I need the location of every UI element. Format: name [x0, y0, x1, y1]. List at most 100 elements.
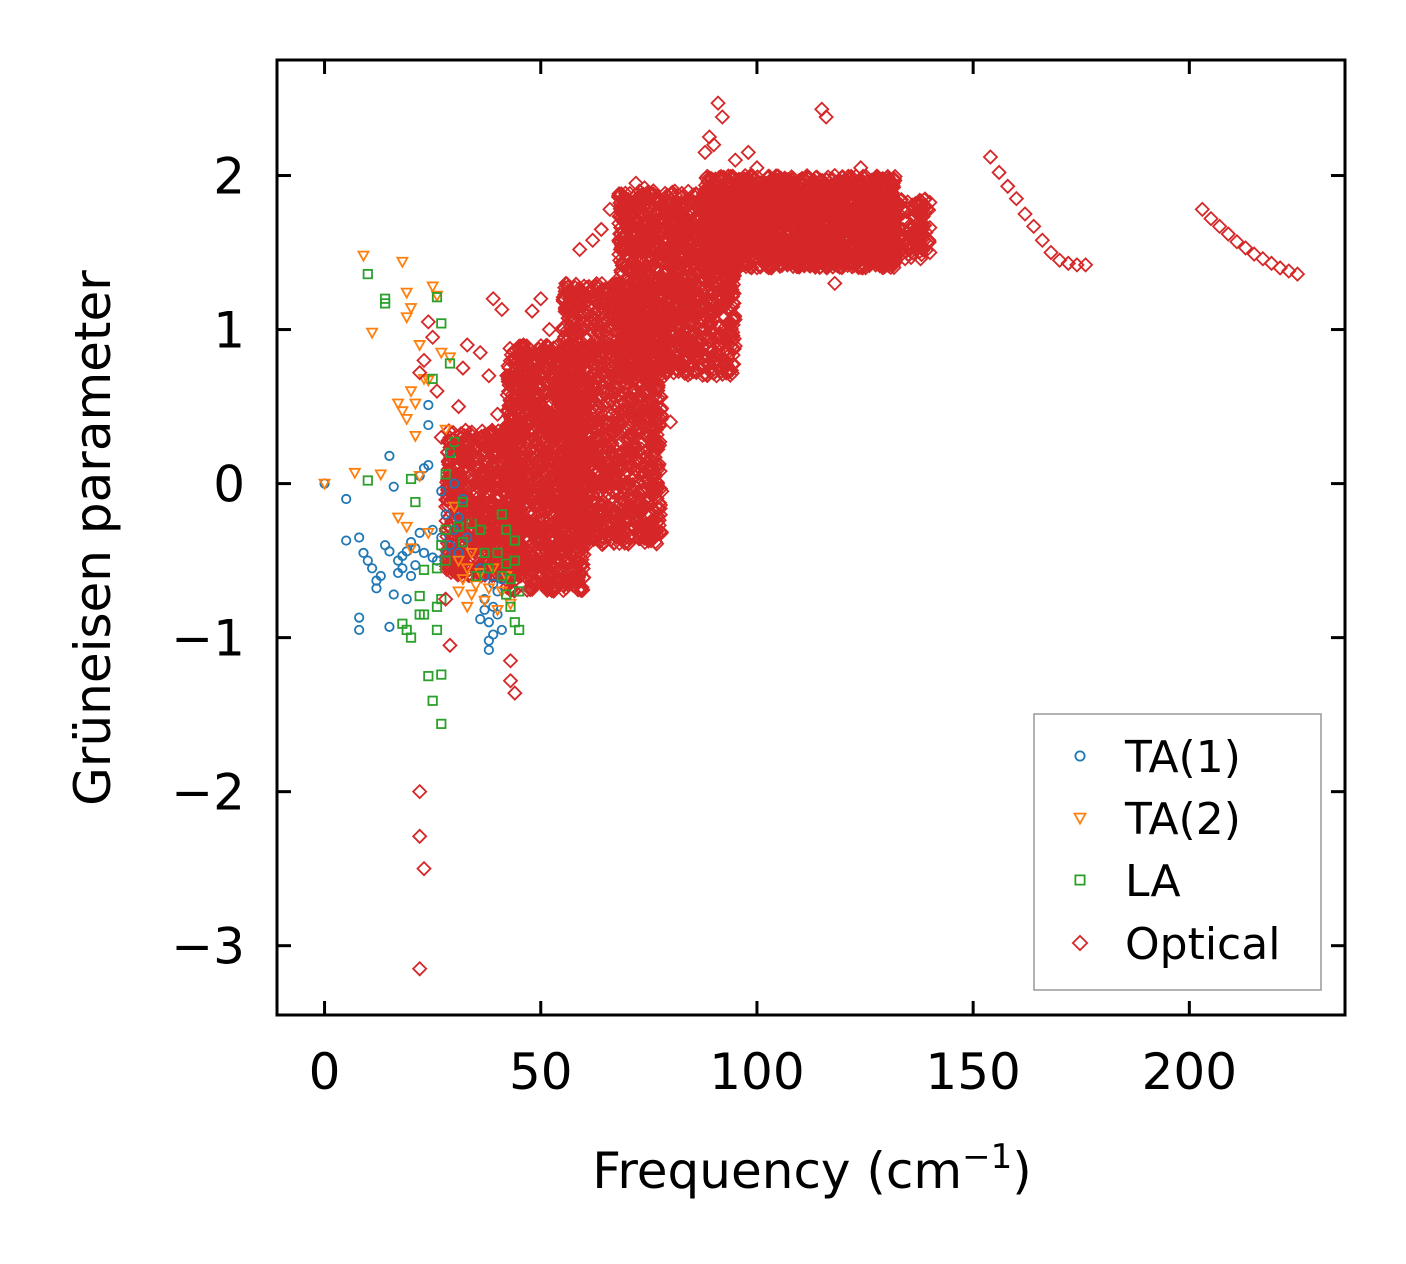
- data-point: [503, 507, 520, 524]
- data-point: [507, 524, 524, 540]
- y-tick-label: 2: [213, 148, 245, 206]
- data-point: [525, 408, 541, 425]
- data-point: [477, 437, 494, 453]
- data-point: [517, 450, 534, 467]
- data-point: [507, 361, 524, 378]
- data-point: [526, 351, 543, 367]
- data-point: [545, 583, 562, 599]
- data-point: [447, 466, 464, 482]
- data-point: [545, 497, 562, 513]
- axis-ticks: [277, 60, 1345, 1015]
- data-point: [533, 480, 550, 496]
- y-tick-label: −1: [171, 610, 245, 668]
- data-point: [499, 493, 516, 509]
- data-point: [518, 434, 535, 450]
- data-point: [499, 367, 515, 384]
- data-point: [506, 459, 523, 476]
- data-point: [514, 386, 531, 402]
- data-point: [514, 381, 531, 398]
- data-point: [541, 427, 557, 444]
- data-point: [440, 498, 457, 514]
- data-point: [483, 427, 500, 444]
- data-point: [543, 449, 559, 466]
- data-point: [524, 421, 541, 437]
- data-point: [465, 497, 481, 513]
- data-point: [499, 466, 515, 483]
- data-point: [469, 539, 486, 556]
- data-point: [498, 423, 515, 440]
- data-point: [520, 551, 537, 567]
- data-point: [502, 368, 519, 384]
- y-tick-label: −3: [171, 918, 245, 976]
- data-point: [477, 480, 494, 497]
- data-point: [466, 552, 483, 569]
- x-tick-label: 100: [709, 1043, 804, 1101]
- data-point: [491, 533, 507, 549]
- data-point: [514, 403, 530, 420]
- data-point: [487, 531, 503, 548]
- data-point: [446, 446, 463, 462]
- data-point: [611, 386, 627, 403]
- data-point: [447, 563, 464, 580]
- y-tick-label: 1: [213, 302, 245, 360]
- x-tick-label: 0: [309, 1043, 341, 1101]
- data-point: [505, 468, 521, 484]
- x-tick-label: 50: [509, 1043, 573, 1101]
- data-point: [529, 513, 545, 529]
- data-point: [487, 497, 503, 514]
- data-point: [500, 481, 516, 497]
- data-point: [537, 416, 554, 433]
- data-points: [318, 95, 1306, 977]
- data-point: [527, 488, 544, 505]
- data-point: [544, 407, 560, 424]
- data-point: [529, 449, 546, 465]
- data-point: [524, 488, 541, 505]
- data-point: [501, 432, 517, 448]
- data-point: [448, 521, 464, 538]
- data-point: [503, 447, 519, 463]
- data-point: [573, 543, 589, 559]
- data-point: [470, 462, 486, 479]
- data-point: [439, 478, 455, 495]
- data-point: [543, 545, 560, 561]
- data-point: [539, 571, 555, 587]
- data-point: [518, 517, 535, 533]
- data-point: [523, 563, 539, 580]
- data-point: [529, 386, 545, 402]
- data-point: [509, 507, 526, 523]
- data-point: [504, 428, 521, 444]
- data-point: [518, 338, 535, 354]
- data-point: [530, 532, 546, 548]
- data-point: [522, 581, 539, 598]
- data-point: [527, 430, 543, 447]
- data-point: [543, 543, 559, 559]
- data-point: [522, 463, 539, 479]
- data-point: [487, 490, 504, 507]
- data-point: [484, 547, 500, 564]
- data-point: [517, 396, 534, 413]
- data-point: [524, 535, 541, 551]
- data-point: [501, 546, 517, 563]
- data-point: [538, 344, 555, 360]
- data-point: [542, 342, 559, 359]
- data-point: [505, 344, 522, 360]
- data-point: [475, 464, 492, 480]
- data-point: [529, 540, 546, 557]
- data-point: [544, 566, 561, 583]
- data-point: [459, 454, 476, 471]
- data-point: [516, 463, 532, 479]
- data-point: [513, 568, 529, 584]
- x-tick-label: 200: [1142, 1043, 1237, 1101]
- data-point: [504, 481, 520, 498]
- data-point: [459, 462, 475, 478]
- data-point: [475, 501, 491, 517]
- data-point: [532, 458, 548, 474]
- data-point: [463, 435, 479, 452]
- data-point: [443, 540, 460, 556]
- x-tick-label: 150: [925, 1043, 1020, 1101]
- data-point: [502, 422, 518, 438]
- data-point: [538, 466, 555, 483]
- data-point: [568, 553, 584, 570]
- data-point: [470, 525, 487, 542]
